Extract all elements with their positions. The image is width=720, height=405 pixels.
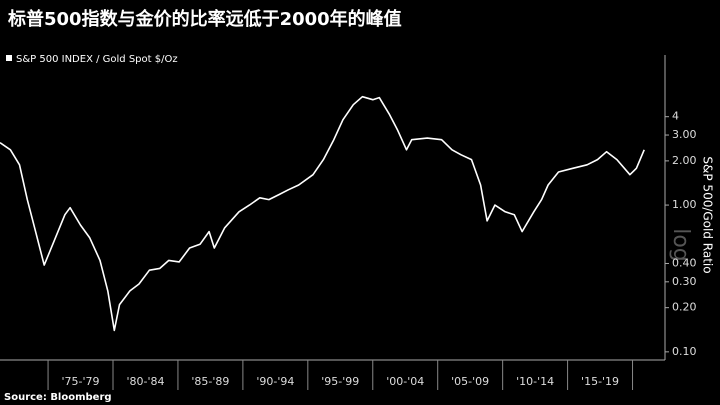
y-tick-label: 0.10 (672, 345, 697, 358)
x-tick-label: '80-'84 (126, 375, 164, 388)
source: Source: Bloomberg (4, 392, 112, 403)
y-tick-label: 2.00 (672, 154, 697, 167)
x-tick-label: '90-'94 (256, 375, 294, 388)
x-tick-label: '95-'99 (321, 375, 359, 388)
data-line (0, 95, 645, 332)
y-tick-label: 0.20 (672, 301, 697, 314)
y-tick-label: 1.00 (672, 198, 697, 211)
x-tick-label: '10-'14 (516, 375, 554, 388)
x-tick-label: '05-'09 (451, 375, 489, 388)
chart-title: 标普500指数与金价的比率远低于2000年的峰值 (7, 8, 402, 30)
scale-watermark: log (668, 228, 693, 262)
x-tick-label: '00-'04 (386, 375, 424, 388)
legend-swatch (6, 55, 12, 61)
y-axis-label: S&P 500/Gold Ratio (701, 156, 715, 273)
y-tick-label: 0.40 (672, 256, 697, 269)
x-tick-label: '15-'19 (581, 375, 619, 388)
legend-label: S&P 500 INDEX / Gold Spot $/Oz (16, 54, 178, 65)
y-tick-label: 4 (672, 110, 679, 123)
y-tick-label: 3.00 (672, 128, 697, 141)
x-tick-label: '85-'89 (191, 375, 229, 388)
x-tick-label: '75-'79 (62, 375, 100, 388)
y-tick-label: 0.30 (672, 275, 697, 288)
